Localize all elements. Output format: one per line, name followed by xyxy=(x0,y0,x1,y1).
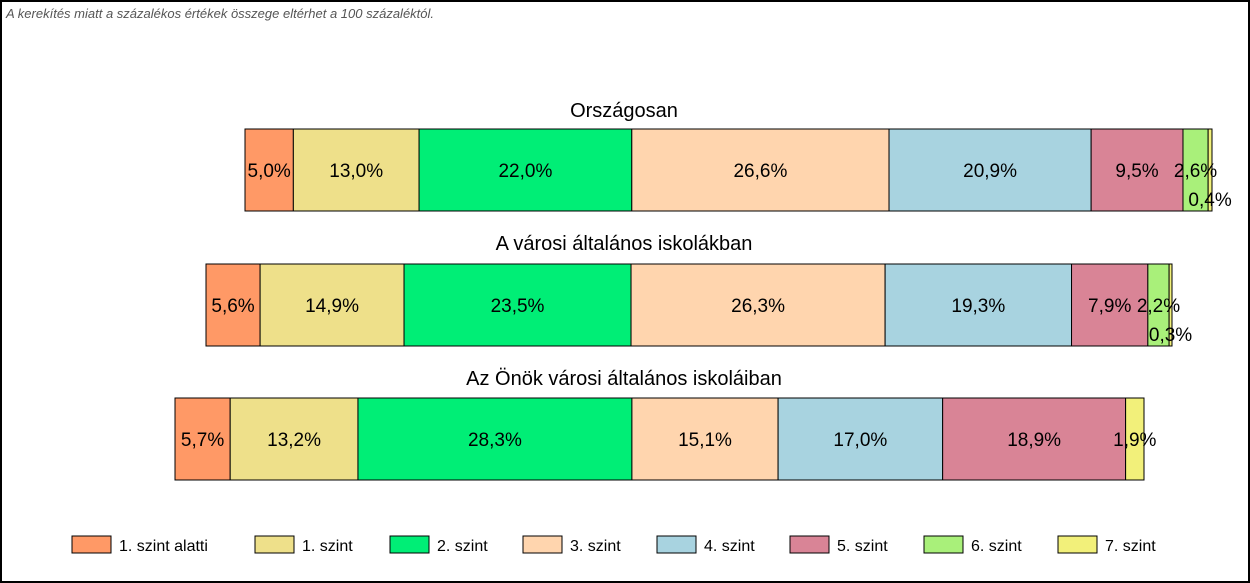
bar-segment-5-szint xyxy=(1090,128,1184,212)
legend-item: 2. szint xyxy=(389,535,488,555)
legend-label: 7. szint xyxy=(1105,538,1156,555)
legend-swatch xyxy=(923,535,964,554)
data-label: 15,1% xyxy=(678,430,732,451)
legend-swatch xyxy=(1057,535,1098,554)
bar-segment-4-szint xyxy=(888,128,1092,212)
bar-group-1: Országosan 5,0% 13,0% 22,0% 26,6% 20,9% 9,5% 2,… xyxy=(244,100,1232,212)
data-label: 26,3% xyxy=(731,296,785,317)
bar-segment-2-szint xyxy=(418,128,633,212)
bar-segment-6-szint xyxy=(1182,128,1209,212)
rounding-note: A kerekítés miatt a százalékos értékek ö… xyxy=(6,6,435,21)
data-label: 18,9% xyxy=(1007,430,1061,451)
data-label: 23,5% xyxy=(491,296,545,317)
data-label: 14,9% xyxy=(305,296,359,317)
bar-segment-1-szint xyxy=(259,263,405,347)
bar-outline xyxy=(174,397,1145,481)
legend-item: 6. szint xyxy=(923,535,1022,555)
data-label: 13,0% xyxy=(329,161,383,182)
data-label: 26,6% xyxy=(733,161,787,182)
legend-label: 5. szint xyxy=(837,538,888,555)
legend-swatch xyxy=(71,535,112,554)
legend-label: 1. szint alatti xyxy=(119,538,208,555)
bar-outline xyxy=(244,128,1213,212)
legend-item: 7. szint xyxy=(1057,535,1156,555)
legend-item: 1. szint xyxy=(254,535,353,555)
legend-swatch xyxy=(789,535,830,554)
legend-label: 3. szint xyxy=(570,538,621,555)
bar-outline xyxy=(205,263,1173,347)
data-label: 0,3% xyxy=(1149,325,1192,346)
bar-segment-1-szint-alatti xyxy=(205,263,261,347)
data-label: 7,9% xyxy=(1088,296,1131,317)
data-label: 20,9% xyxy=(963,161,1017,182)
bar-title: A városi általános iskolákban xyxy=(496,233,753,255)
legend: 1. szint alatti 1. szint 2. szint 3. szint 4… xyxy=(71,535,1156,555)
data-label: 28,3% xyxy=(468,430,522,451)
legend-label: 4. szint xyxy=(704,538,755,555)
legend-item: 1. szint alatti xyxy=(71,535,208,555)
legend-item: 3. szint xyxy=(522,535,621,555)
legend-swatch xyxy=(522,535,563,554)
data-label: 5,7% xyxy=(181,430,224,451)
data-label: 1,9% xyxy=(1113,430,1156,451)
data-label: 5,6% xyxy=(211,296,254,317)
bar-segment-3-szint xyxy=(631,397,779,481)
legend-swatch xyxy=(656,535,697,554)
bar-segment-1-szint xyxy=(229,397,359,481)
legend-swatch xyxy=(389,535,430,554)
bar-group-3: Az Önök városi általános iskoláiban 5,7% 1… xyxy=(174,368,1157,481)
legend-swatch xyxy=(254,535,295,554)
legend-label: 1. szint xyxy=(302,538,353,555)
data-label: 2,6% xyxy=(1174,161,1217,182)
bar-segment-5-szint xyxy=(942,397,1127,481)
data-label: 13,2% xyxy=(267,430,321,451)
bar-segment-5-szint xyxy=(1071,263,1149,347)
bar-title: Az Önök városi általános iskoláiban xyxy=(466,368,782,390)
bar-segment-4-szint xyxy=(777,397,944,481)
bar-group-2: A városi általános iskolákban 5,6% 14,9% 23… xyxy=(205,233,1192,347)
legend-label: 2. szint xyxy=(437,538,488,555)
legend-item: 5. szint xyxy=(789,535,888,555)
data-label: 2,2% xyxy=(1137,296,1180,317)
data-label: 9,5% xyxy=(1115,161,1158,182)
bar-segment-2-szint xyxy=(403,263,632,347)
legend-label: 6. szint xyxy=(971,538,1022,555)
data-label: 0,4% xyxy=(1188,190,1231,211)
data-label: 17,0% xyxy=(833,430,887,451)
legend-item: 4. szint xyxy=(656,535,755,555)
data-label: 19,3% xyxy=(951,296,1005,317)
data-label: 5,0% xyxy=(248,161,291,182)
bar-title: Országosan xyxy=(570,100,678,122)
data-label: 22,0% xyxy=(498,161,552,182)
